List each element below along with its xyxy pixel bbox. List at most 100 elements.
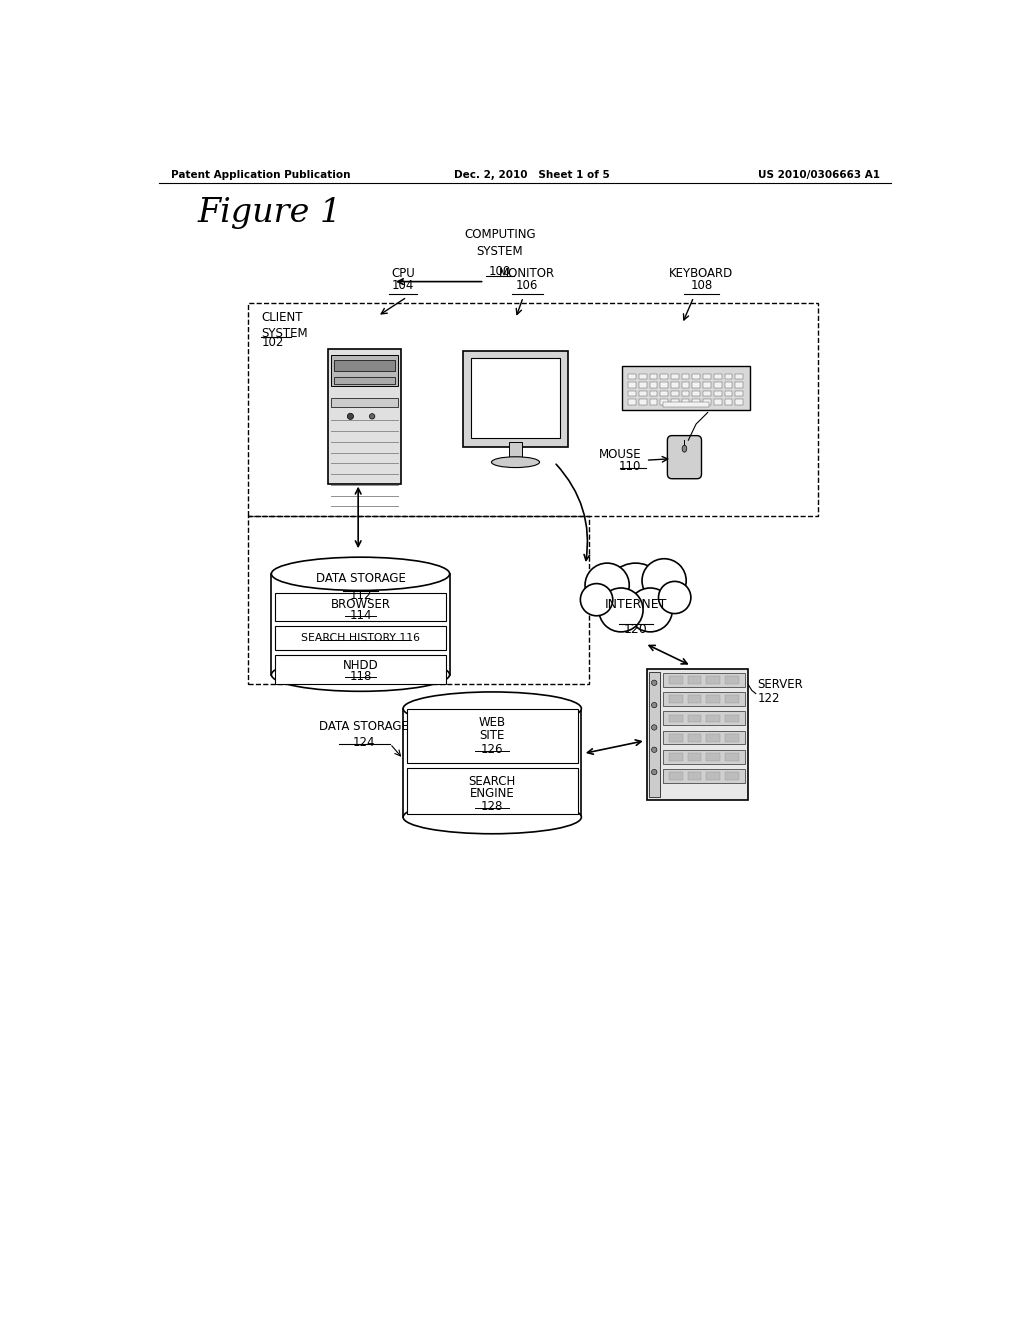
Bar xyxy=(707,754,720,760)
Text: SEARCH: SEARCH xyxy=(469,775,516,788)
Text: MOUSE: MOUSE xyxy=(598,449,641,462)
Bar xyxy=(629,374,636,379)
Bar xyxy=(663,673,744,686)
Text: SEARCH HISTORY 116: SEARCH HISTORY 116 xyxy=(301,634,420,643)
Text: CLIENT
SYSTEM: CLIENT SYSTEM xyxy=(261,312,308,339)
Bar xyxy=(714,400,722,405)
Bar xyxy=(725,714,738,722)
Text: MONITOR: MONITOR xyxy=(499,267,555,280)
Bar xyxy=(328,348,401,483)
Text: INTERNET: INTERNET xyxy=(604,598,667,611)
Bar xyxy=(663,692,744,706)
Bar xyxy=(692,383,700,388)
Bar xyxy=(331,397,398,407)
Bar xyxy=(725,772,738,780)
Ellipse shape xyxy=(271,659,450,692)
Bar xyxy=(703,391,711,396)
Bar xyxy=(275,626,445,651)
Bar xyxy=(687,734,701,742)
Bar xyxy=(629,383,636,388)
Ellipse shape xyxy=(403,692,582,725)
Text: ENGINE: ENGINE xyxy=(470,787,515,800)
Bar xyxy=(671,383,679,388)
Bar xyxy=(671,374,679,379)
Bar xyxy=(663,730,744,744)
Text: 114: 114 xyxy=(349,609,372,622)
Text: 110: 110 xyxy=(618,459,641,473)
Bar xyxy=(660,374,668,379)
Circle shape xyxy=(370,413,375,418)
Bar xyxy=(669,734,683,742)
Text: 120: 120 xyxy=(624,623,647,636)
Bar xyxy=(649,400,657,405)
Bar xyxy=(735,391,743,396)
Bar xyxy=(649,374,657,379)
Bar xyxy=(671,391,679,396)
Circle shape xyxy=(605,564,667,624)
Text: BROWSER: BROWSER xyxy=(331,598,390,611)
Bar xyxy=(639,374,647,379)
Bar xyxy=(692,391,700,396)
Text: 102: 102 xyxy=(261,335,284,348)
Bar xyxy=(509,442,522,459)
Bar xyxy=(660,400,668,405)
Bar xyxy=(639,400,647,405)
Text: CPU: CPU xyxy=(391,267,415,280)
Bar xyxy=(707,714,720,722)
Bar xyxy=(248,304,818,516)
Bar xyxy=(334,360,395,371)
Text: 112: 112 xyxy=(349,589,372,602)
Text: 118: 118 xyxy=(349,671,372,684)
Bar xyxy=(660,391,668,396)
Text: 106: 106 xyxy=(516,280,539,293)
Bar xyxy=(707,676,720,684)
Bar xyxy=(660,383,668,388)
Text: SITE: SITE xyxy=(479,730,505,742)
Ellipse shape xyxy=(682,445,687,453)
Circle shape xyxy=(651,725,657,730)
Bar xyxy=(707,696,720,704)
Bar xyxy=(407,768,578,814)
Text: DATA STORAGE: DATA STORAGE xyxy=(319,721,410,733)
Bar xyxy=(725,696,738,704)
Bar xyxy=(649,672,660,797)
Bar xyxy=(639,383,647,388)
Text: 124: 124 xyxy=(353,735,376,748)
Bar xyxy=(248,516,589,684)
Bar xyxy=(471,358,560,437)
Bar xyxy=(707,772,720,780)
Bar xyxy=(687,676,701,684)
Text: 122: 122 xyxy=(758,692,780,705)
Text: WEB: WEB xyxy=(478,717,506,730)
Text: 126: 126 xyxy=(481,743,504,756)
Bar xyxy=(714,391,722,396)
Bar xyxy=(682,374,689,379)
Bar xyxy=(735,374,743,379)
Bar xyxy=(331,355,398,385)
Bar xyxy=(703,383,711,388)
Circle shape xyxy=(585,564,629,607)
Bar xyxy=(714,383,722,388)
Bar xyxy=(687,754,701,760)
Bar xyxy=(649,391,657,396)
Text: NHDD: NHDD xyxy=(343,659,379,672)
Text: COMPUTING
SYSTEM: COMPUTING SYSTEM xyxy=(464,227,536,257)
Bar xyxy=(682,383,689,388)
FancyBboxPatch shape xyxy=(668,436,701,479)
Circle shape xyxy=(628,587,673,632)
Bar xyxy=(725,676,738,684)
Bar xyxy=(669,754,683,760)
Bar xyxy=(663,401,710,407)
Bar xyxy=(334,376,395,384)
Circle shape xyxy=(347,413,353,420)
Bar xyxy=(669,714,683,722)
Circle shape xyxy=(651,680,657,685)
Bar xyxy=(669,696,683,704)
Ellipse shape xyxy=(403,800,582,834)
Bar xyxy=(649,383,657,388)
Text: Dec. 2, 2010   Sheet 1 of 5: Dec. 2, 2010 Sheet 1 of 5 xyxy=(454,170,609,180)
Text: KEYBOARD: KEYBOARD xyxy=(670,267,733,280)
Bar xyxy=(663,770,744,783)
Bar xyxy=(463,351,568,446)
Bar xyxy=(725,391,732,396)
